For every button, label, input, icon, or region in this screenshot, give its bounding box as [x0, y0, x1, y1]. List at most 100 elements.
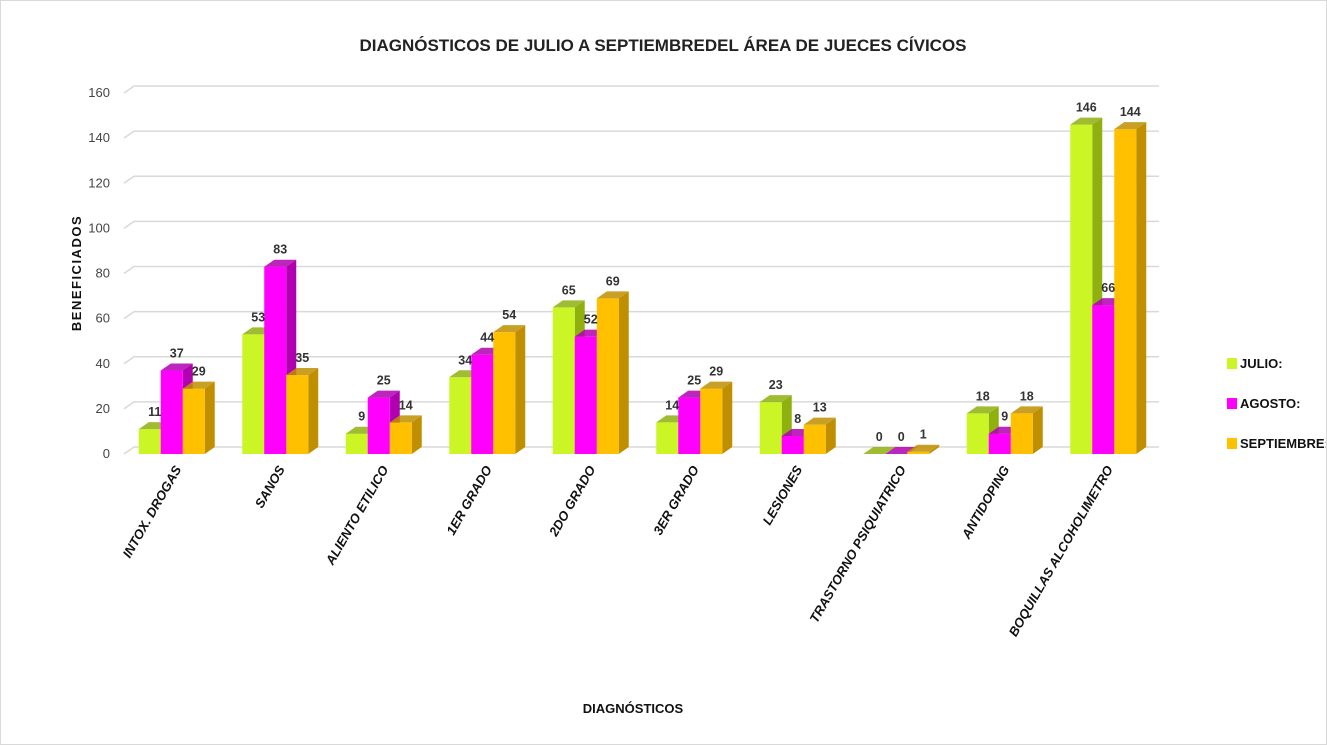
bar-front	[1010, 413, 1033, 454]
data-label: 65	[562, 283, 576, 297]
bar-front	[449, 377, 472, 454]
data-label: 14	[399, 398, 413, 412]
bar	[596, 291, 629, 454]
bar-front	[781, 435, 804, 454]
x-category-label: LESIONES	[759, 463, 805, 528]
bar-side	[515, 325, 526, 454]
bar-top	[863, 447, 896, 454]
bar-front	[471, 354, 494, 454]
y-tick-label: 80	[96, 266, 110, 281]
data-label: 8	[794, 412, 801, 426]
data-label: 29	[709, 365, 723, 379]
bar-top	[182, 381, 215, 389]
bar-front	[389, 422, 412, 454]
y-tick-label: 140	[88, 130, 110, 145]
x-category-label: 2DO GRADO	[545, 463, 598, 540]
bar-front	[264, 266, 287, 454]
bar-front	[286, 375, 309, 454]
gridline	[123, 401, 1159, 410]
bar-front	[759, 402, 782, 454]
x-axis-categories: INTOX. DROGAS SANOS ALIENTO ETILICO 1ER GRA…	[119, 463, 1115, 639]
data-label: 53	[251, 310, 265, 324]
bar-top	[552, 300, 585, 308]
bar	[286, 368, 319, 454]
bar-front	[803, 424, 826, 454]
gridline	[123, 175, 1159, 184]
bar-front	[493, 332, 516, 454]
y-tick-label: 120	[88, 175, 110, 190]
x-category-label: SANOS	[252, 463, 288, 511]
y-tick-label: 0	[103, 446, 110, 461]
bar-top	[493, 325, 526, 333]
bar	[182, 381, 215, 454]
legend: JULIO: AGOSTO: SEPTIEMBRE:	[1227, 356, 1326, 451]
data-label: 9	[358, 410, 365, 424]
bar-front	[1070, 124, 1093, 455]
legend-swatch	[1227, 358, 1237, 369]
gridline	[123, 356, 1159, 365]
data-label: 69	[606, 274, 620, 288]
data-label: 34	[458, 353, 472, 367]
legend-label: AGOSTO:	[1240, 396, 1300, 411]
bars-layer	[138, 117, 1147, 455]
legend-item: AGOSTO:	[1227, 396, 1300, 411]
x-category-label: ANTIDOPING	[958, 463, 1012, 542]
x-category-label: ALIENTO ETILICO	[322, 463, 391, 568]
gridline	[123, 85, 1159, 94]
gridline	[123, 130, 1159, 139]
gridline	[123, 220, 1159, 229]
bar	[803, 417, 836, 454]
bar-front	[182, 388, 205, 454]
y-axis-title: BENEFICIADOS	[69, 215, 84, 331]
bar-top	[803, 417, 836, 425]
data-labels-layer: 11 37 29 53 83 35 9 25 14 34 44 54 65 52 69 14 25 29 23 8 13…	[148, 101, 1141, 444]
bar	[700, 381, 733, 454]
bar-side	[929, 444, 940, 454]
bar-front	[345, 433, 368, 454]
y-tick-label: 40	[96, 356, 110, 371]
bar-top	[264, 259, 297, 267]
data-label: 18	[1020, 389, 1034, 403]
legend-swatch	[1227, 438, 1237, 449]
bar-side	[308, 368, 319, 454]
bar-front	[966, 413, 989, 454]
bar-front	[1092, 305, 1115, 454]
x-category-label: BOQUILLAS ALCOHOLIMETRO	[1006, 463, 1116, 639]
bar	[1010, 406, 1043, 454]
data-label: 1	[920, 428, 927, 442]
data-label: 83	[273, 243, 287, 257]
bar	[1114, 122, 1147, 454]
data-label: 25	[377, 374, 391, 388]
x-category-label: 1ER GRADO	[443, 463, 495, 537]
bar-front	[552, 307, 575, 454]
bar-top	[1010, 406, 1043, 414]
y-tick-label: 60	[96, 311, 110, 326]
bar-top	[1114, 122, 1147, 130]
bar-front	[367, 397, 390, 454]
x-category-label: INTOX. DROGAS	[119, 463, 184, 561]
bar-top	[286, 368, 319, 376]
bar-front	[907, 451, 930, 454]
bar-front	[160, 370, 183, 454]
bar-side	[411, 415, 422, 454]
bar-top	[759, 395, 792, 403]
bar-front	[574, 336, 597, 454]
y-tick-label: 160	[88, 85, 110, 100]
data-label: 18	[976, 389, 990, 403]
data-label: 0	[876, 430, 883, 444]
bar-top	[700, 381, 733, 389]
x-category-label: 3ER GRADO	[650, 463, 702, 537]
data-label: 144	[1120, 105, 1141, 119]
bar-front	[596, 298, 619, 454]
data-label: 25	[687, 374, 701, 388]
data-label: 11	[148, 405, 161, 419]
legend-item: SEPTIEMBRE:	[1227, 436, 1326, 451]
bar-front	[656, 422, 679, 454]
data-label: 9	[1001, 410, 1008, 424]
bar-front	[700, 388, 723, 454]
data-label: 29	[192, 365, 206, 379]
bar	[493, 325, 526, 454]
data-label: 66	[1101, 281, 1115, 295]
